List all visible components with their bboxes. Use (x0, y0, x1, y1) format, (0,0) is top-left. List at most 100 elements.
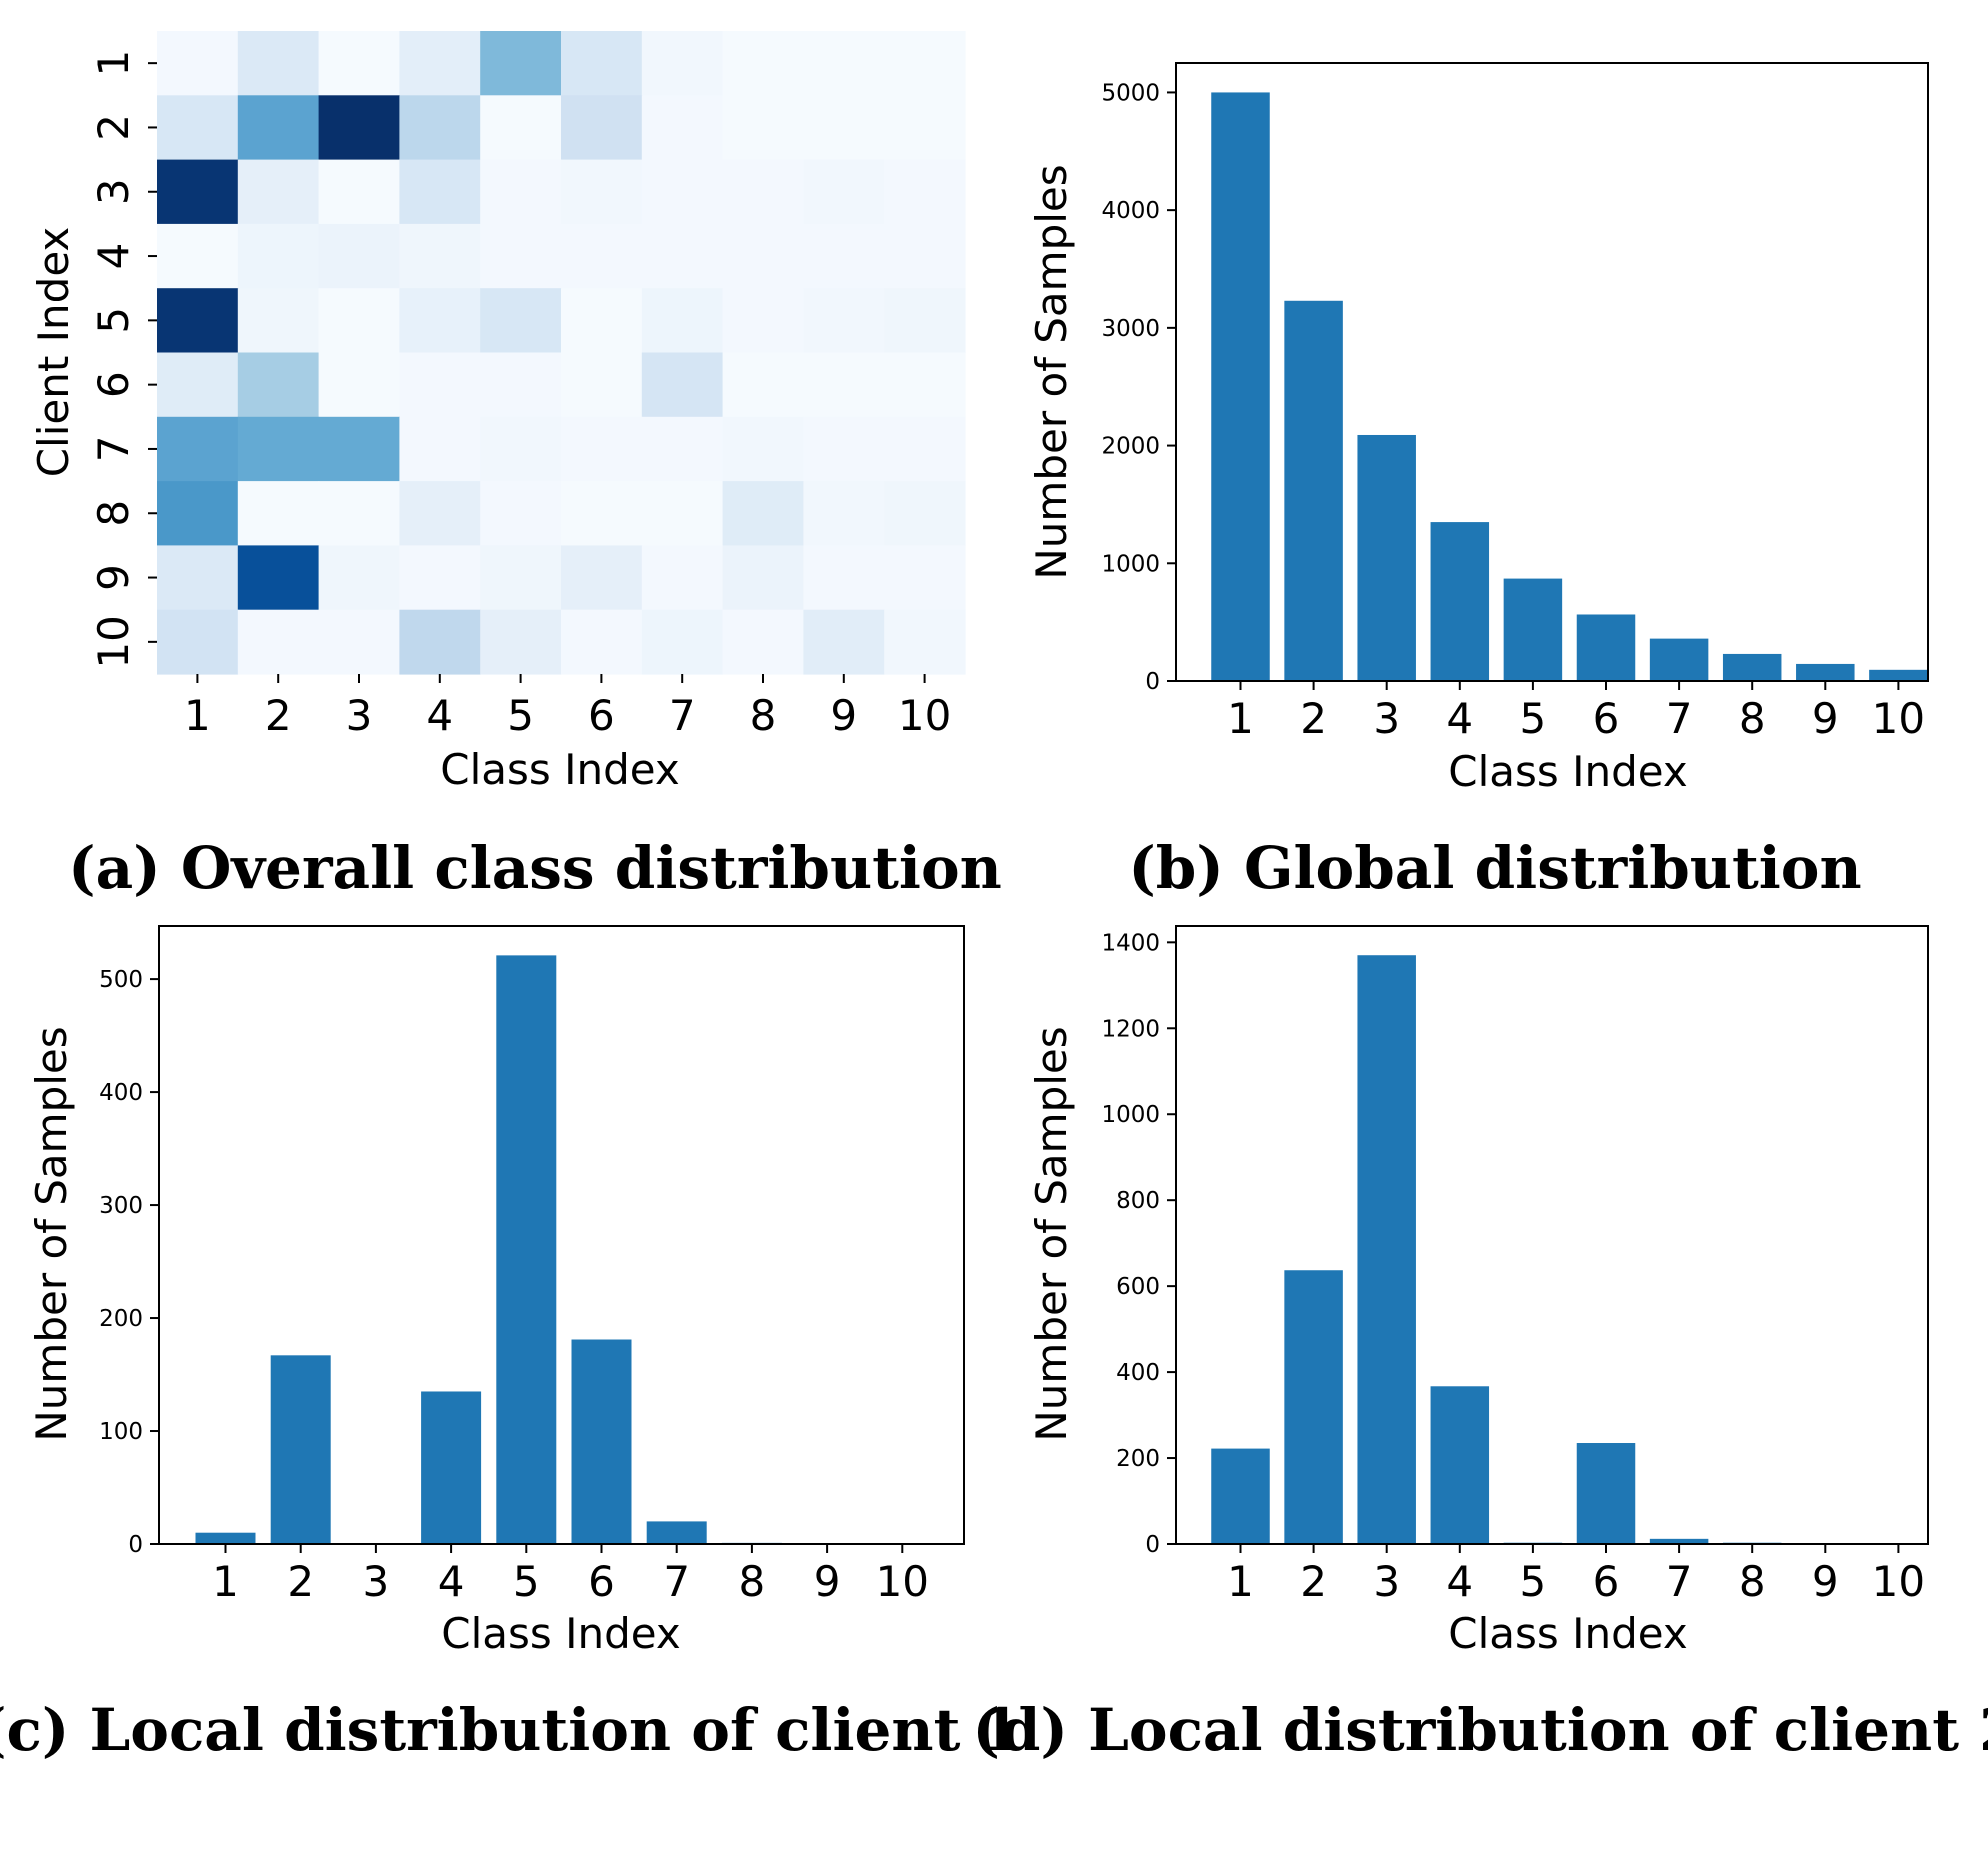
y-tick-label: 6 (89, 371, 138, 398)
x-tick-label: 8 (1739, 694, 1766, 743)
y-tick-label: 400 (1116, 1360, 1160, 1386)
x-tick-label: 6 (588, 1557, 615, 1606)
heatmap-cell (561, 223, 643, 289)
heatmap-cell (157, 416, 239, 482)
x-tick-label: 7 (1666, 694, 1693, 743)
bar (1211, 1448, 1270, 1544)
y-tick-label: 7 (89, 436, 138, 463)
y-tick-label: 5000 (1101, 80, 1160, 106)
y-tick-label: 0 (1145, 669, 1160, 695)
heatmap-y-axis-label: Client Index (29, 227, 78, 478)
heatmap-cell (803, 545, 885, 611)
heatmap-cell (561, 609, 643, 675)
plot-frame (1175, 925, 1929, 1545)
x-tick-label: 4 (426, 691, 453, 740)
heatmap-y-ticks: 1 2 3 4 5 6 7 8 9 10 (89, 50, 157, 669)
heatmap-cell (561, 352, 643, 418)
x-tick-label: 5 (1520, 694, 1547, 743)
heatmap-cell (237, 609, 320, 675)
heatmap-cell (237, 223, 320, 289)
x-tick-label: 7 (1666, 1557, 1693, 1606)
heatmap-cell (803, 288, 885, 354)
heatmap-x-ticks: 1 2 3 4 5 6 7 8 9 10 (184, 674, 951, 740)
heatmap-cell (641, 95, 724, 161)
x-tick-label: 5 (513, 1557, 540, 1606)
heatmap-cell (480, 288, 562, 354)
heatmap-cell (884, 288, 966, 354)
y-tick-label: 8 (89, 500, 138, 527)
x-tick-label: 1 (212, 1557, 239, 1606)
heatmap-cell (480, 352, 562, 418)
x-tick-label: 3 (346, 691, 373, 740)
heatmap-cell (318, 159, 400, 225)
heatmap-cell (237, 95, 320, 161)
x-tick-label: 6 (1593, 1557, 1620, 1606)
heatmap-cell (722, 288, 804, 354)
x-tick-label: 1 (184, 691, 211, 740)
heatmap-cell (561, 288, 643, 354)
heatmap-cell (399, 609, 481, 675)
heatmap-cell (884, 352, 966, 418)
heatmap-cell (237, 159, 320, 225)
heatmap-cell (803, 159, 885, 225)
heatmap-cell (157, 159, 239, 225)
heatmap-cell (803, 416, 885, 482)
heatmap-cell (480, 159, 562, 225)
x-tick-label: 1 (1227, 694, 1254, 743)
x-tick-label: 7 (669, 691, 696, 740)
heatmap-cell (480, 95, 562, 161)
heatmap-cell (722, 95, 804, 161)
x-tick-label: 3 (1373, 694, 1400, 743)
global-x-ticks: 1 2 3 4 5 6 7 8 9 10 (1227, 681, 1925, 743)
x-tick-label: 9 (1812, 1557, 1839, 1606)
heatmap-cell (561, 31, 643, 96)
heatmap-cell (399, 223, 481, 289)
x-tick-label: 4 (1446, 694, 1473, 743)
heatmap-cell (803, 95, 885, 161)
heatmap-cell (803, 352, 885, 418)
heatmap-cell (480, 223, 562, 289)
heatmap-cell (641, 352, 724, 418)
heatmap-cell (237, 288, 320, 354)
heatmap-cell (884, 416, 966, 482)
x-tick-label: 1 (1227, 1557, 1254, 1606)
x-tick-label: 9 (814, 1557, 841, 1606)
global-y-ticks: 0 1000 2000 3000 4000 5000 (1101, 80, 1176, 695)
heatmap-cell (318, 481, 400, 546)
bar (1284, 300, 1343, 681)
heatmap-cell (641, 288, 724, 354)
heatmap-cell (561, 481, 643, 546)
heatmap-cell (722, 545, 804, 611)
heatmap-cell (884, 31, 966, 96)
heatmap-cell (157, 545, 239, 611)
heatmap-cell (561, 416, 643, 482)
bar (1430, 1386, 1490, 1544)
bar (1576, 1443, 1636, 1544)
x-tick-label: 4 (1446, 1557, 1473, 1606)
heatmap-cell (318, 416, 400, 482)
y-tick-label: 3 (89, 178, 138, 205)
heatmap-cell (641, 481, 724, 546)
bar (1357, 955, 1416, 1544)
client2-y-ticks: 0 200 400 600 800 1000 1200 1400 (1101, 930, 1176, 1558)
heatmap-x-axis-label: Class Index (440, 745, 679, 794)
bar (1869, 669, 1928, 681)
client2-y-axis-label: Number of Samples (1027, 1026, 1076, 1441)
heatmap-cell (399, 31, 481, 96)
heatmap-cell (884, 609, 966, 675)
y-tick-label: 2000 (1101, 434, 1160, 460)
bar (195, 1532, 256, 1544)
x-tick-label: 4 (438, 1557, 465, 1606)
client2-x-ticks: 1 2 3 4 5 6 7 8 9 10 (1227, 1544, 1925, 1606)
heatmap-cell (641, 31, 724, 96)
y-tick-label: 1000 (1101, 551, 1160, 577)
client1-x-axis-label: Class Index (441, 1609, 680, 1658)
heatmap-cell (561, 159, 643, 225)
heatmap-cell (480, 609, 562, 675)
bar (1357, 434, 1416, 681)
client2-x-axis-label: Class Index (1448, 1609, 1687, 1658)
heatmap-cell (399, 352, 481, 418)
heatmap-cell (722, 223, 804, 289)
y-tick-label: 800 (1116, 1188, 1160, 1214)
